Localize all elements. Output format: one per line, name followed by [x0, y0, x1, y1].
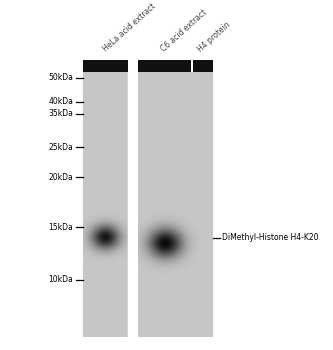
- Text: 25kDa: 25kDa: [49, 143, 73, 152]
- Text: H4 protein: H4 protein: [196, 20, 232, 54]
- Bar: [192, 60, 212, 72]
- Bar: [138, 60, 191, 72]
- Text: 20kDa: 20kDa: [49, 173, 73, 182]
- Text: DiMethyl-Histone H4-K20: DiMethyl-Histone H4-K20: [222, 233, 318, 242]
- Text: 35kDa: 35kDa: [48, 109, 73, 118]
- Text: 10kDa: 10kDa: [49, 275, 73, 284]
- Text: HeLa acid extract: HeLa acid extract: [101, 2, 157, 54]
- Bar: [83, 60, 129, 72]
- Text: 50kDa: 50kDa: [48, 73, 73, 82]
- Bar: [191, 60, 192, 72]
- Text: C6 acid extract: C6 acid extract: [159, 8, 208, 54]
- Bar: [129, 60, 138, 337]
- Text: 15kDa: 15kDa: [49, 223, 73, 232]
- Text: 40kDa: 40kDa: [48, 97, 73, 106]
